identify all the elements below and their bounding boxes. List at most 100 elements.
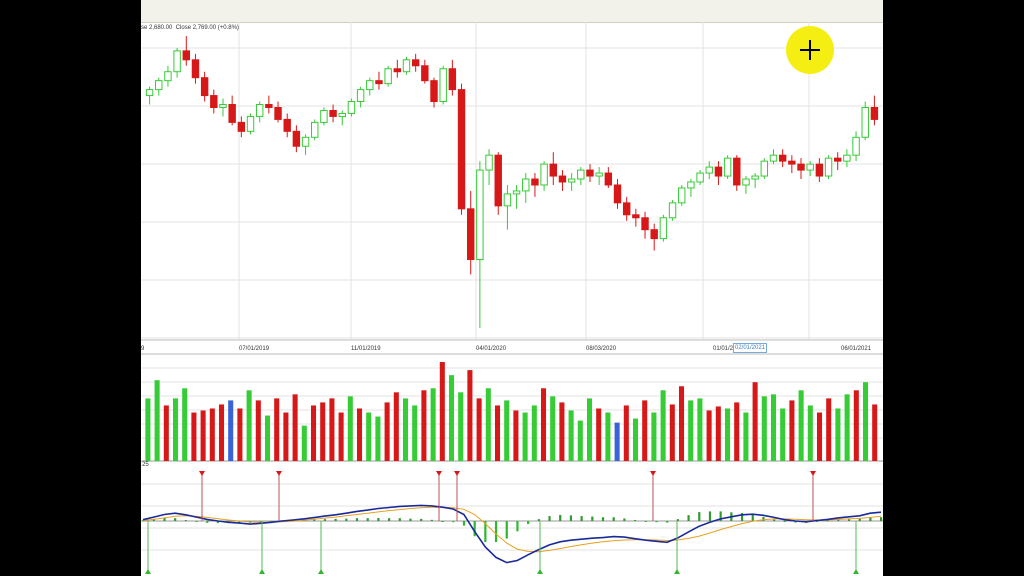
volume-bar [550,396,556,461]
macd-histogram-bar [366,518,369,521]
x-tick-label: 08/03/2020 [586,346,617,352]
macd-histogram-bar [847,519,851,521]
macd-histogram-bar [484,521,487,543]
macd-histogram-bar [858,518,861,521]
candle-body [595,172,603,177]
macd-histogram-bar [837,519,840,521]
buy-signal-marker [259,569,265,574]
volume-bar [485,388,491,461]
macd-histogram-bar [238,521,241,523]
candle-body [145,89,154,97]
macd-line [142,504,882,564]
volume-bar [780,408,786,461]
macd-histogram-bar [634,520,637,522]
volume-bar [366,412,372,461]
crosshair-date-label: 02/01/2021 [733,343,768,353]
volume-bar [642,400,648,461]
volume-bar [264,415,271,461]
macd-histogram-bar [206,521,209,523]
volume-bar [853,390,859,461]
x-tick-label: 04/01/2020 [476,346,507,352]
candle-body [356,89,365,103]
macd-histogram-bar [880,517,883,521]
candle-body [430,80,438,103]
volume-bar [163,405,169,461]
candle-body [467,208,475,260]
candle-body [650,229,658,240]
candle-body [329,109,337,117]
macd-histogram-bar [174,518,177,521]
macd-histogram-bar [184,520,187,522]
volume-bar [209,408,215,461]
macd-histogram-bar [826,520,829,522]
macd-histogram-bar [569,515,573,521]
macd-histogram-bar [323,519,327,521]
volume-bar [596,408,602,461]
macd-histogram-bar [762,517,765,521]
volume-bar [752,382,758,461]
candle-body [632,214,640,219]
volume-bar [182,388,188,461]
macd-histogram-bar [794,521,797,523]
macd-histogram-bar [505,521,508,539]
volume-bar [743,412,749,461]
volume-readout: 25 [142,462,149,468]
candle-body [824,157,833,177]
volume-bar [715,406,721,461]
macd-histogram-bar [388,518,391,521]
candle-body [723,157,732,177]
volume-bar [402,398,409,461]
x-tick-label: 06/01/2021 [841,346,872,352]
candle-body [402,59,411,73]
volume-bar [761,396,767,461]
volume-bar [476,398,482,461]
volume-bar [467,370,473,461]
candle-body [769,154,778,162]
candle-body [540,163,548,186]
volume-bar [798,390,804,461]
volume-bar [172,398,179,461]
candle-body [219,104,227,108]
candle-body [210,95,218,108]
macd-histogram-bar [591,516,594,521]
candle-body [622,202,631,216]
macd-histogram-bar [698,512,701,521]
stock-chart[interactable]: 9 07/01/2019 11/01/2019 04/01/2020 08/03/202… [141,0,883,576]
candle-body [678,187,686,204]
volume-bar [826,398,832,461]
candle-body [476,169,484,260]
volume-bar [274,398,280,461]
macd-histogram-bar [152,518,155,521]
candle-body [375,80,383,85]
candle-body [512,190,521,195]
volume-bar [540,388,547,461]
candle-body [347,101,356,114]
macd-histogram-bar [612,517,615,521]
volume-bar [632,418,639,461]
volume-bar [421,390,427,461]
candle-body [549,163,557,177]
volume-bar [770,394,777,461]
macd-histogram-bar [355,518,359,521]
macd-histogram-bar [623,518,626,521]
volume-bar [338,412,344,461]
macd-histogram-bar [655,521,658,523]
volume-bar [835,408,841,461]
volume-bar [531,405,537,461]
candle-body [696,172,704,183]
candle-body [164,71,172,82]
macd-histogram-bar [334,518,337,521]
volume-bar [862,382,869,461]
volume-bar [329,398,335,461]
buy-signal-marker [853,569,859,574]
volume-bar [697,398,703,461]
volume-bar [301,425,307,461]
volume-bar [660,390,666,461]
macd-histogram-bar [313,519,316,521]
candle-body [531,178,539,186]
candle-body [705,166,713,174]
candle-body [191,59,200,79]
candle-body [797,163,805,171]
macd-histogram-bar [751,514,754,521]
